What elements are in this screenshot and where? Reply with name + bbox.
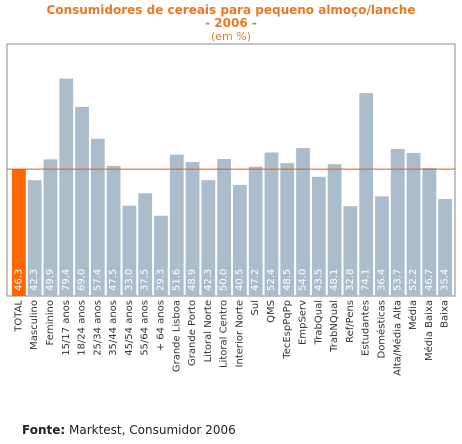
value-label: 46.7 (424, 269, 435, 291)
category-label: 25/34 anos (92, 300, 103, 356)
bar-17 (280, 163, 295, 296)
category-label: Interior Norte (234, 300, 245, 367)
category-label: Grande Lisboa (171, 300, 182, 372)
bar-27 (438, 199, 452, 296)
bar-9 (154, 215, 168, 296)
category-label: Feminino (45, 300, 56, 345)
value-label: 43.5 (313, 269, 324, 291)
source-text: Marktest, Consumidor 2006 (69, 423, 236, 437)
bar-3 (59, 78, 74, 296)
value-label: 36.4 (376, 269, 387, 291)
bar-11 (185, 162, 200, 296)
source-note: Fonte: Marktest, Consumidor 2006 (22, 423, 236, 437)
bar-19 (311, 176, 326, 296)
value-label: 69.0 (77, 269, 88, 291)
category-label: Grande Porto (187, 300, 198, 366)
category-label: Média Baixa (423, 300, 435, 361)
value-label: 52.4 (266, 269, 277, 291)
value-label: 42.3 (29, 269, 40, 291)
bar-6 (106, 165, 121, 296)
value-label: 48.9 (187, 269, 198, 291)
value-label: 53.7 (392, 269, 403, 291)
value-label: 40.5 (234, 269, 245, 291)
category-label: 55/64 anos (140, 300, 151, 356)
category-label: Litoral Centro (219, 300, 230, 368)
bar-5 (90, 138, 105, 296)
value-label: 46.3 (13, 269, 24, 291)
category-label: QMS (266, 300, 277, 323)
category-label: Ref/Pens (345, 300, 356, 343)
value-label: 57.4 (92, 269, 103, 291)
value-label: 48.1 (329, 269, 340, 291)
bar-12 (201, 180, 216, 296)
bar-10 (169, 154, 184, 296)
value-label: 52.2 (408, 269, 419, 291)
value-label: 47.2 (250, 269, 261, 291)
category-label: Domésticas (375, 300, 387, 358)
value-label: 50.0 (219, 269, 230, 291)
bar-13 (217, 159, 231, 296)
value-label: 54.0 (298, 269, 309, 291)
bar-1 (27, 180, 42, 296)
category-label: 35/44 anos (108, 300, 119, 356)
value-label: 33.0 (124, 269, 135, 291)
category-label: 18/24 anos (77, 300, 88, 356)
category-label: Litoral Norte (203, 300, 214, 362)
value-label: 51.6 (171, 269, 182, 291)
value-label: 74.1 (361, 269, 372, 291)
category-label: Masculino (29, 300, 40, 350)
bar-14 (233, 185, 247, 296)
bar-24 (390, 148, 405, 296)
category-label: TOTAL (13, 300, 24, 333)
bar-22 (359, 93, 374, 297)
chart-subtitle: - 2006 - (205, 16, 257, 30)
value-label: 48.5 (282, 269, 293, 291)
bar-7 (122, 205, 137, 296)
bar-18 (296, 148, 310, 296)
category-label: Alta/Média Alta (391, 300, 403, 376)
bar-20 (327, 164, 342, 296)
bar-2 (43, 159, 58, 296)
bar-21 (343, 206, 358, 296)
value-label: 37.5 (140, 269, 151, 291)
bar-26 (422, 168, 437, 296)
category-label: Sul (250, 300, 261, 315)
category-label: TecEspPqPp (282, 300, 293, 360)
category-label: Média (407, 300, 419, 330)
bar-15 (248, 166, 263, 296)
value-label: 49.9 (45, 269, 56, 291)
bar-16 (264, 152, 279, 296)
bar-8 (138, 193, 153, 296)
bar-chart: 46.3 42.3 49.9 79.4 69.0 57.4 47.5 33.0 37.5 29.3… (6, 43, 456, 376)
chart-title-block: Consumidores de cereais para pequeno alm… (0, 3, 462, 43)
category-label: EmpServ (298, 300, 309, 345)
value-label: 47.5 (108, 269, 119, 291)
bar-25 (406, 153, 421, 296)
value-label: 32.8 (345, 269, 356, 291)
bar-total (12, 169, 26, 296)
bar-23 (375, 196, 389, 296)
category-label: 15/17 anos (61, 300, 72, 356)
value-label: 79.4 (61, 269, 72, 291)
value-label: 35.4 (440, 269, 451, 291)
value-label: 42.3 (203, 269, 214, 291)
value-label: 29.3 (155, 269, 166, 291)
category-label: TrabNQual (329, 300, 340, 353)
source-label: Fonte: (22, 423, 66, 437)
chart-unit-note: (em %) (210, 30, 251, 43)
chart-title: Consumidores de cereais para pequeno alm… (46, 3, 416, 17)
category-label: Estudantes (361, 300, 372, 356)
category-label: 45/54 anos (124, 300, 135, 356)
bar-4 (75, 107, 89, 296)
category-label: TrabQual (313, 300, 324, 345)
category-label: Baixa (440, 300, 451, 328)
category-label: + 64 anos (155, 300, 166, 351)
